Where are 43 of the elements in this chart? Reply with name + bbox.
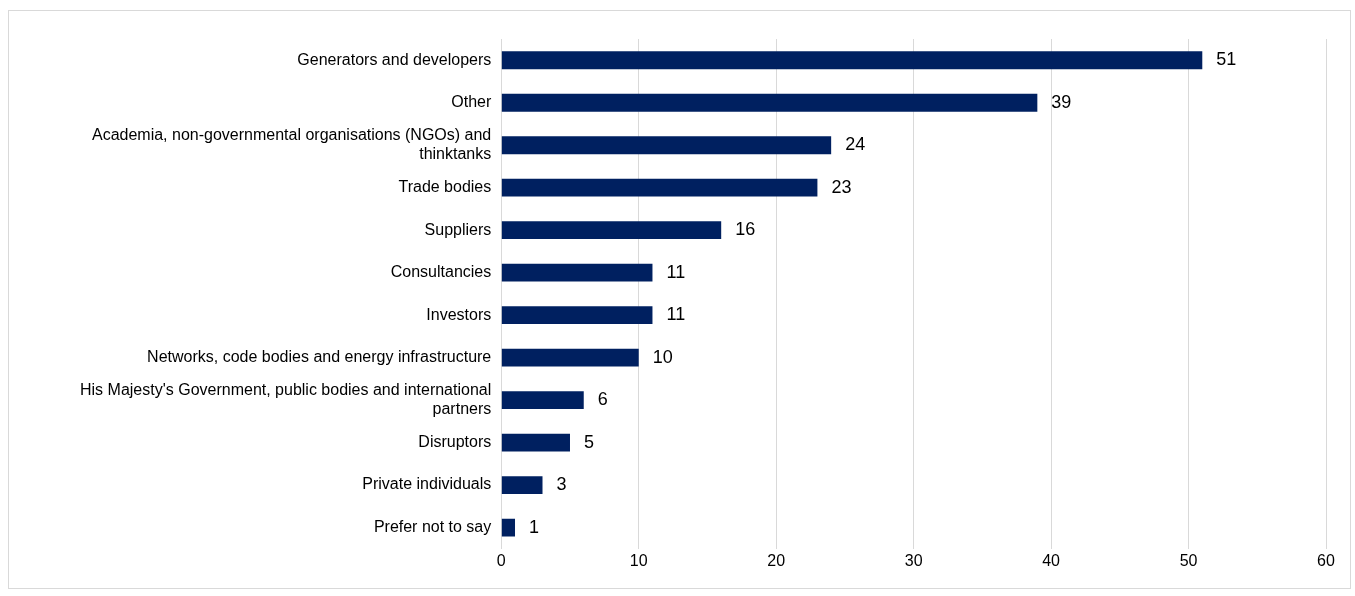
bar bbox=[501, 306, 653, 325]
bar bbox=[501, 263, 653, 282]
bar bbox=[501, 518, 516, 537]
x-tick-label: 30 bbox=[904, 551, 923, 569]
data-label: 3 bbox=[556, 474, 567, 495]
data-label: 51 bbox=[1216, 49, 1237, 70]
bar bbox=[501, 136, 832, 155]
data-label: 1 bbox=[529, 516, 540, 537]
bar bbox=[501, 348, 639, 367]
x-tick-label: 50 bbox=[1179, 551, 1198, 569]
x-tick-label: 60 bbox=[1317, 551, 1335, 569]
bar bbox=[501, 51, 1203, 70]
x-tick-label: 10 bbox=[629, 551, 648, 569]
y-tick-label: Academia, non-governmental organisations (NGOs) and thinktanks bbox=[91, 126, 492, 163]
y-tick-label: His Majesty's Government, public bodies and international partners bbox=[80, 380, 492, 418]
data-label: 23 bbox=[831, 176, 852, 197]
y-tick-label: Investors bbox=[426, 305, 492, 323]
bar bbox=[501, 476, 543, 494]
y-tick-label: Private individuals bbox=[362, 475, 492, 493]
bar bbox=[501, 433, 570, 452]
y-tick-label: Generators and developers bbox=[297, 50, 492, 68]
y-tick-label: Disruptors bbox=[418, 433, 492, 450]
y-tick-label: Prefer not to say bbox=[373, 517, 492, 535]
x-tick-label: 0 bbox=[496, 551, 506, 569]
data-label: 11 bbox=[666, 261, 686, 282]
data-label: 11 bbox=[666, 304, 686, 325]
data-label: 39 bbox=[1051, 91, 1072, 112]
data-label: 6 bbox=[597, 389, 608, 410]
y-tick-label: Networks, code bodies and energy infrastructure bbox=[147, 348, 492, 366]
data-label: 24 bbox=[845, 134, 866, 155]
bar bbox=[501, 178, 818, 197]
data-label: 16 bbox=[735, 219, 756, 240]
data-label: 10 bbox=[652, 346, 673, 367]
x-tick-label: 40 bbox=[1042, 551, 1061, 569]
y-tick-label: Trade bodies bbox=[398, 178, 492, 196]
y-tick-label: Consultancies bbox=[390, 263, 492, 281]
y-tick-label: Other bbox=[451, 93, 492, 111]
data-label: 5 bbox=[583, 431, 595, 452]
x-tick-label: 20 bbox=[767, 551, 786, 569]
bar bbox=[501, 221, 722, 240]
bar bbox=[501, 93, 1038, 112]
y-tick-label: Suppliers bbox=[424, 220, 492, 238]
bar bbox=[501, 391, 584, 410]
